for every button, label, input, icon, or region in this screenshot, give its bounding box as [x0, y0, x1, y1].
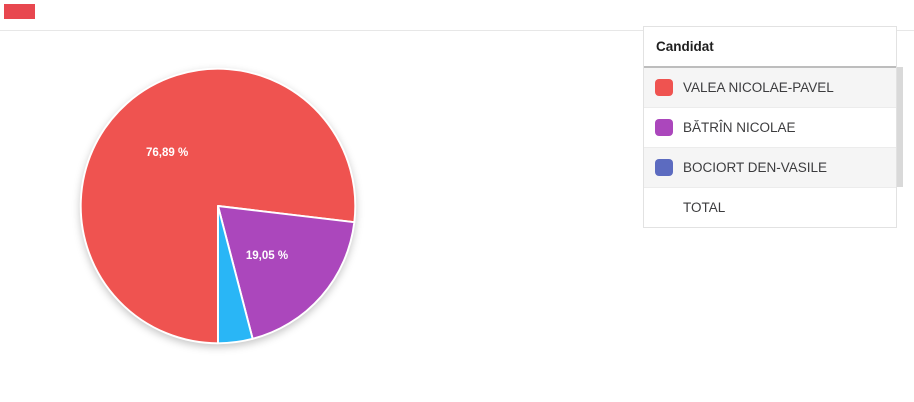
table-row-total: TOTAL	[644, 188, 896, 227]
swatch-valea	[655, 79, 673, 96]
top-divider	[0, 30, 914, 31]
pie-label-batrin: 19,05 %	[246, 250, 288, 262]
table-row: VALEA NICOLAE-PAVEL	[644, 68, 896, 108]
pie-slice-bociort[interactable]	[217, 205, 254, 345]
candidate-name: BOCIORT DEN-VASILE	[683, 160, 828, 175]
candidates-table: Candidat VALEA NICOLAE-PAVEL BĂTRÎN NICO…	[643, 26, 897, 228]
red-marker	[4, 4, 35, 19]
table-header-label: Candidat	[656, 39, 714, 54]
swatch-bociort	[655, 159, 673, 176]
swatch-placeholder	[655, 199, 673, 216]
total-label: TOTAL	[683, 200, 726, 215]
pie-slice-batrin[interactable]	[217, 205, 356, 340]
swatch-batrin	[655, 119, 673, 136]
table-header-candidat: Candidat	[644, 27, 896, 68]
table-row: BĂTRÎN NICOLAE	[644, 108, 896, 148]
pie-chart-svg: 76,89 % 19,05 %	[79, 67, 357, 345]
table-scrollbar[interactable]	[897, 67, 903, 187]
table-row: BOCIORT DEN-VASILE	[644, 148, 896, 188]
pie-label-valea: 76,89 %	[146, 147, 188, 159]
candidate-name: BĂTRÎN NICOLAE	[683, 120, 796, 135]
candidate-name: VALEA NICOLAE-PAVEL	[683, 80, 834, 95]
pie-chart: 76,89 % 19,05 %	[74, 62, 362, 350]
